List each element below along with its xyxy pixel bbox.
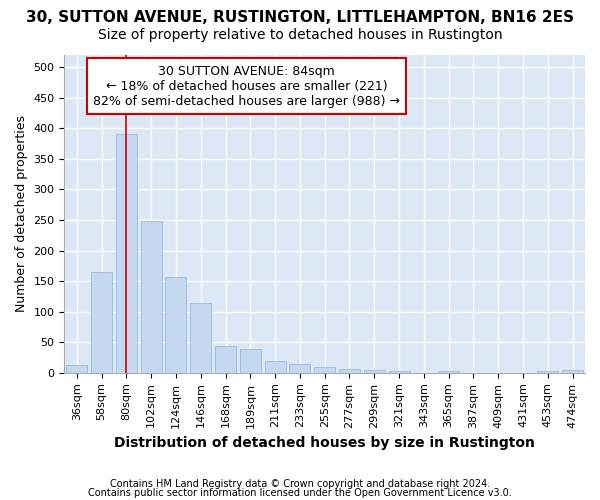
Bar — [91, 272, 112, 373]
Bar — [190, 303, 211, 373]
Bar — [116, 134, 137, 373]
Bar — [537, 371, 559, 373]
Bar — [438, 371, 459, 373]
Bar — [389, 371, 410, 373]
Text: 30 SUTTON AVENUE: 84sqm
← 18% of detached houses are smaller (221)
82% of semi-d: 30 SUTTON AVENUE: 84sqm ← 18% of detache… — [93, 64, 400, 108]
Bar — [240, 349, 261, 373]
Y-axis label: Number of detached properties: Number of detached properties — [15, 116, 28, 312]
X-axis label: Distribution of detached houses by size in Rustington: Distribution of detached houses by size … — [114, 436, 535, 450]
Bar — [289, 364, 310, 373]
Bar — [66, 365, 88, 373]
Text: Contains public sector information licensed under the Open Government Licence v3: Contains public sector information licen… — [88, 488, 512, 498]
Bar — [215, 346, 236, 373]
Bar — [562, 370, 583, 373]
Bar — [339, 368, 360, 373]
Text: Contains HM Land Registry data © Crown copyright and database right 2024.: Contains HM Land Registry data © Crown c… — [110, 479, 490, 489]
Bar — [140, 221, 162, 373]
Bar — [314, 368, 335, 373]
Bar — [166, 277, 187, 373]
Text: Size of property relative to detached houses in Rustington: Size of property relative to detached ho… — [98, 28, 502, 42]
Bar — [265, 360, 286, 373]
Bar — [364, 370, 385, 373]
Text: 30, SUTTON AVENUE, RUSTINGTON, LITTLEHAMPTON, BN16 2ES: 30, SUTTON AVENUE, RUSTINGTON, LITTLEHAM… — [26, 10, 574, 25]
